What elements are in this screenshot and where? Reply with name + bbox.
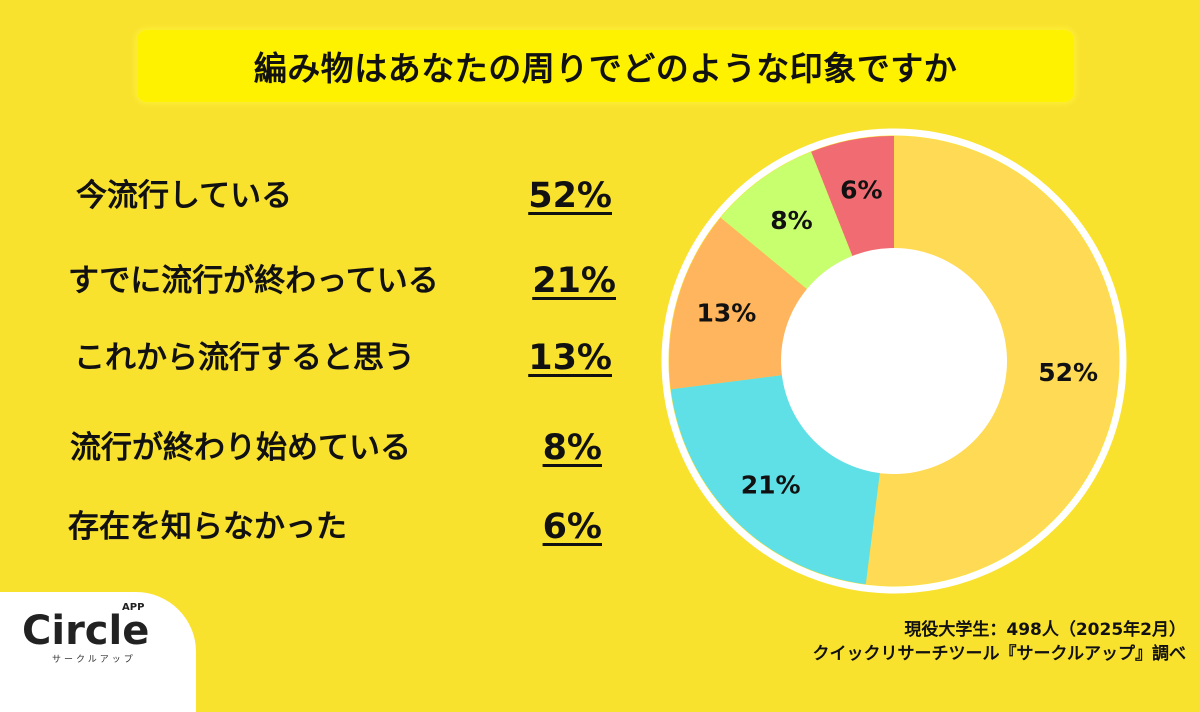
legend-percent: 13% — [528, 338, 612, 378]
logo-wordmark: Circle — [22, 608, 150, 654]
legend-label: 今流行している — [76, 178, 293, 214]
legend-percent: 52% — [528, 176, 612, 216]
legend-label: すでに流行が終わっている — [68, 263, 439, 299]
legend-row: これから流行すると思う 13% — [0, 333, 640, 383]
legend-row: 流行が終わり始めている 8% — [0, 423, 640, 473]
legend-percent: 8% — [542, 428, 602, 468]
slice-percent-label: 13% — [697, 298, 757, 327]
donut-hole — [781, 248, 1007, 474]
legend-percent: 21% — [532, 261, 616, 301]
slice-percent-label: 52% — [1038, 358, 1098, 387]
legend-row: 今流行している 52% — [0, 171, 640, 221]
donut-outer-ring — [661, 128, 1127, 594]
slice-percent-label: 8% — [770, 206, 812, 235]
legend-label: 流行が終わり始めている — [70, 430, 411, 466]
slice-percent-label: 6% — [840, 176, 882, 205]
legend-row: 存在を知らなかった 6% — [0, 502, 640, 552]
legend-label: これから流行すると思う — [74, 340, 415, 376]
slice-percent-label: 21% — [741, 470, 801, 499]
source-tool: クイックリサーチツール『サークルアップ』調べ — [812, 644, 1187, 664]
donut-chart: 52% 21% 13% 8% 6% — [661, 128, 1127, 594]
source-sample: 現役大学生：498人（2025年2月） — [904, 620, 1186, 640]
donut-labels: 52% 21% 13% 8% 6% — [697, 176, 1099, 500]
legend-label: 存在を知らなかった — [68, 509, 347, 545]
logo-kana: サークルアップ — [52, 655, 136, 665]
title-banner: 編み物はあなたの周りでどのような印象ですか — [137, 30, 1074, 102]
legend-percent: 6% — [542, 507, 602, 547]
logo-superscript: APP — [122, 602, 145, 613]
chart-title: 編み物はあなたの周りでどのような印象ですか — [253, 49, 958, 88]
source-note: 現役大学生：498人（2025年2月） クイックリサーチツール『サークルアップ』… — [813, 618, 1187, 666]
legend-row: すでに流行が終わっている 21% — [0, 256, 640, 306]
